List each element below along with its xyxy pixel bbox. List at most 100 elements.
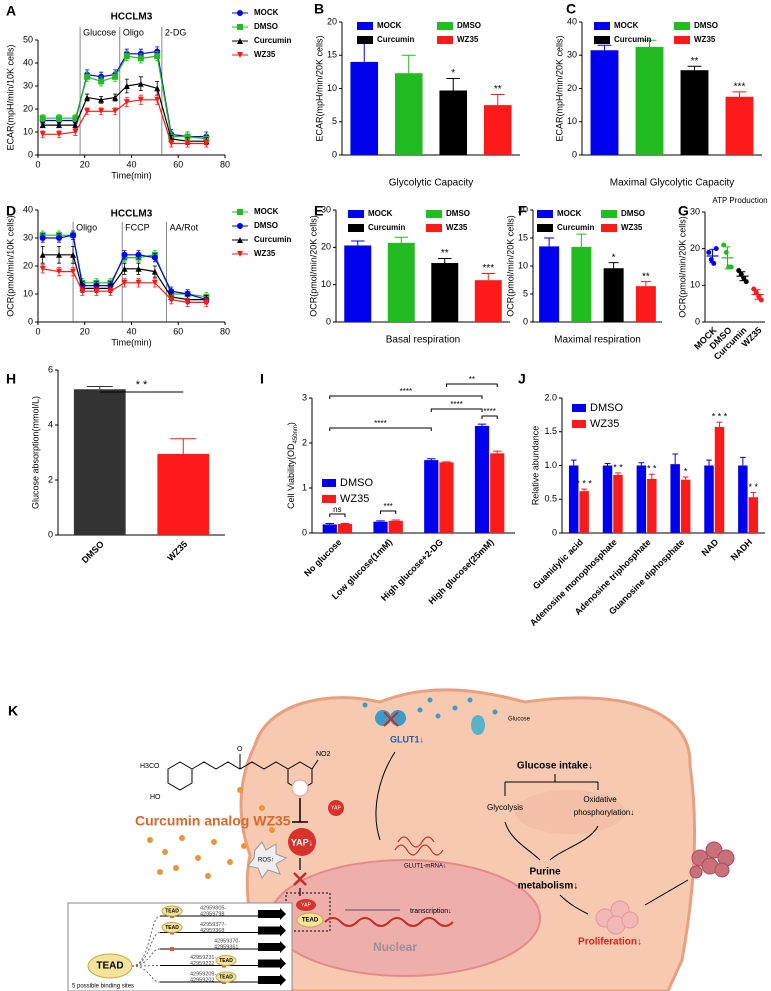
error-bar (446, 78, 461, 91)
y-axis-label-part: 450nm (293, 425, 299, 443)
yap-protein (288, 828, 316, 856)
marker (121, 251, 128, 258)
cell-cluster (595, 900, 639, 935)
marker (121, 279, 128, 286)
chart-title: HCCLM3 (111, 209, 153, 220)
annotation: Glucose (83, 27, 116, 37)
marker (39, 122, 46, 129)
bar (474, 425, 490, 533)
chem-label: NO2 (316, 751, 331, 758)
legend-swatch (601, 224, 617, 232)
y-tick-label: 20 (567, 83, 577, 93)
y-tick-label: 0 (552, 527, 557, 537)
marker (137, 55, 144, 62)
panel-label: D (6, 203, 16, 219)
y-tick-label: 10 (321, 279, 331, 289)
bar (603, 268, 624, 322)
site-range: 42959368 (200, 928, 224, 934)
tead-label: TEAD (219, 974, 233, 980)
y-tick-label: 5 (332, 116, 337, 126)
y-tick-label: 2 (302, 437, 307, 447)
legend-label: MOCK (254, 8, 279, 17)
link (131, 965, 161, 967)
significance: ** (691, 56, 699, 67)
x-tick-label: 0 (35, 326, 40, 336)
panel-label: K (8, 703, 18, 719)
significance: *** (482, 263, 494, 274)
y-tick-label: 6 (48, 364, 53, 374)
gene-arrow (258, 908, 286, 920)
bar (337, 524, 353, 533)
error-bar (608, 262, 619, 269)
panel-label: H (6, 371, 16, 387)
marker (184, 140, 191, 147)
legend-label: WZ35 (621, 223, 643, 232)
bar (539, 246, 560, 322)
y-tick-label: 20 (690, 243, 700, 253)
site-range: 42959202 (190, 977, 214, 983)
significance: ** (469, 375, 475, 384)
bar (635, 286, 656, 322)
oxphos: Oxidative (583, 795, 617, 804)
significance: * (612, 252, 616, 263)
significance: ns (333, 505, 341, 514)
marker (98, 96, 105, 103)
marker (154, 96, 161, 103)
error-bar (706, 459, 712, 466)
arrow (375, 751, 396, 841)
legend-label: Curcumin (557, 223, 594, 232)
y-tick-label: 1 (302, 482, 307, 492)
x-tick-label: DMSO (80, 539, 106, 565)
bar (431, 263, 459, 322)
panel-label: B (314, 1, 324, 17)
error-bar (687, 65, 702, 71)
x-tick-label: 80 (220, 326, 230, 336)
legend-label: WZ35 (446, 223, 468, 232)
error-bar (740, 456, 746, 466)
legend-label: DMSO (457, 21, 481, 30)
error-bar (394, 236, 408, 243)
y-tick-label: 20 (327, 16, 337, 26)
bar (704, 465, 714, 533)
error-bar (170, 438, 197, 454)
x-tick-label: 40 (126, 326, 136, 336)
bar (474, 280, 502, 322)
y-tick-label: 0 (523, 316, 528, 326)
bar (680, 70, 709, 155)
panel-label: G (678, 203, 689, 219)
y-tick-label: 0 (48, 529, 53, 539)
significance: *** (383, 502, 392, 511)
marker (151, 279, 158, 286)
link (131, 932, 161, 967)
series-line (42, 99, 207, 145)
y-tick-label: 10 (567, 116, 577, 126)
panel-label: J (518, 371, 526, 387)
dot (721, 242, 727, 248)
y-tick-label: 0 (302, 527, 307, 537)
legend-swatch (322, 495, 336, 503)
error-bar (638, 462, 645, 466)
y-tick-label: 0 (332, 149, 337, 159)
mitochondrion (515, 790, 625, 834)
legend-label: DMSO (254, 22, 278, 31)
y-axis-label: OCR(pmol/min/20K cells) (308, 215, 318, 317)
y-tick-label: 2 (48, 474, 53, 484)
bar (157, 453, 210, 535)
marker (154, 85, 161, 92)
y-tick-label: 0.5 (544, 494, 557, 504)
bracket (445, 383, 498, 387)
yap-small-label: YAP (331, 805, 341, 811)
site-range: 42959377- (200, 922, 226, 928)
y-tick-label: 3 (302, 392, 307, 402)
x-axis-label: Glycolytic Capacity (389, 178, 473, 189)
y-axis-label-part: Cell Viability(OD (286, 443, 296, 509)
y-tick-label: 10 (23, 288, 33, 298)
diagram: K H3CO HO O NO2 Curcumin analog WZ35 ROS… (8, 688, 735, 991)
bar (725, 96, 754, 155)
tead-protein (215, 971, 237, 983)
error-bar (682, 476, 689, 480)
tead-protein (215, 955, 237, 966)
marker (154, 53, 161, 60)
bracket (380, 510, 397, 514)
y-tick-label: 5 (523, 288, 528, 298)
